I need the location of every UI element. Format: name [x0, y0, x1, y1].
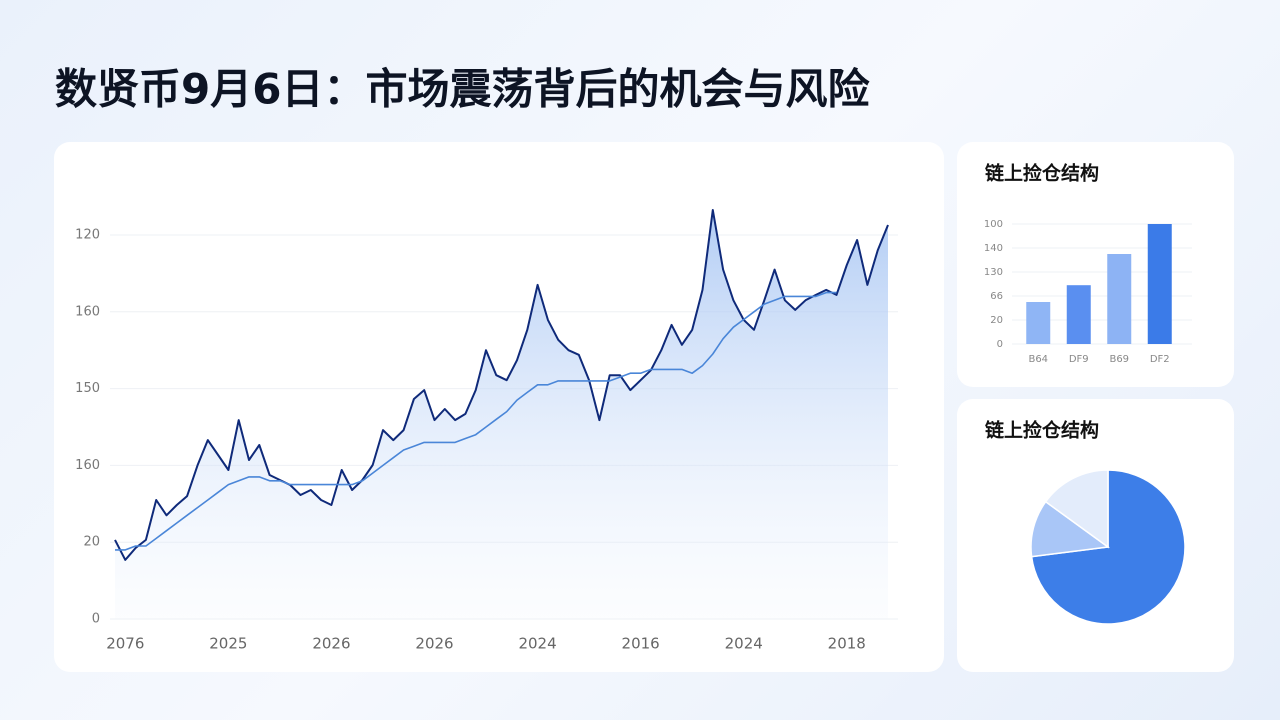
x-tick-label: 2026 [312, 635, 350, 653]
x-tick-label: 2025 [209, 635, 247, 653]
y-tick-label: 160 [75, 304, 100, 319]
x-tick-label: DF2 [1150, 354, 1170, 365]
y-tick-label: 20 [83, 535, 100, 550]
line [115, 291, 837, 551]
bar [1147, 224, 1172, 344]
x-tick-label: B64 [1028, 354, 1048, 365]
bar [1026, 302, 1051, 344]
y-tick-label: 160 [75, 458, 100, 473]
card-title: 链上捡仓结构 [985, 419, 1099, 442]
y-tick-label: 0 [92, 612, 100, 627]
x-tick-label: 2076 [106, 635, 144, 653]
bar [1066, 285, 1091, 344]
y-tick-label: 140 [984, 243, 1003, 254]
y-tick-label: 66 [990, 291, 1003, 302]
page-title: 数贤币9月6日：市场震荡背后的机会与风险 [55, 65, 870, 114]
y-tick-label: 0 [997, 339, 1003, 350]
x-tick-label: B69 [1109, 354, 1129, 365]
x-tick-label: 2024 [725, 635, 763, 653]
pie-slice [1044, 469, 1109, 549]
y-tick-label: 150 [75, 381, 100, 396]
x-tick-label: 2026 [415, 635, 453, 653]
bar [1107, 254, 1132, 344]
line [114, 209, 889, 561]
y-tick-label: 20 [990, 315, 1003, 326]
y-tick-label: 130 [984, 267, 1003, 278]
x-tick-label: 2024 [518, 635, 556, 653]
y-tick-label: 100 [984, 219, 1003, 230]
card-title: 链上捡仓结构 [985, 162, 1099, 185]
x-tick-label: 2018 [828, 635, 866, 653]
y-tick-label: 120 [75, 228, 100, 243]
x-tick-label: DF9 [1069, 354, 1089, 365]
x-tick-label: 2016 [622, 635, 660, 653]
